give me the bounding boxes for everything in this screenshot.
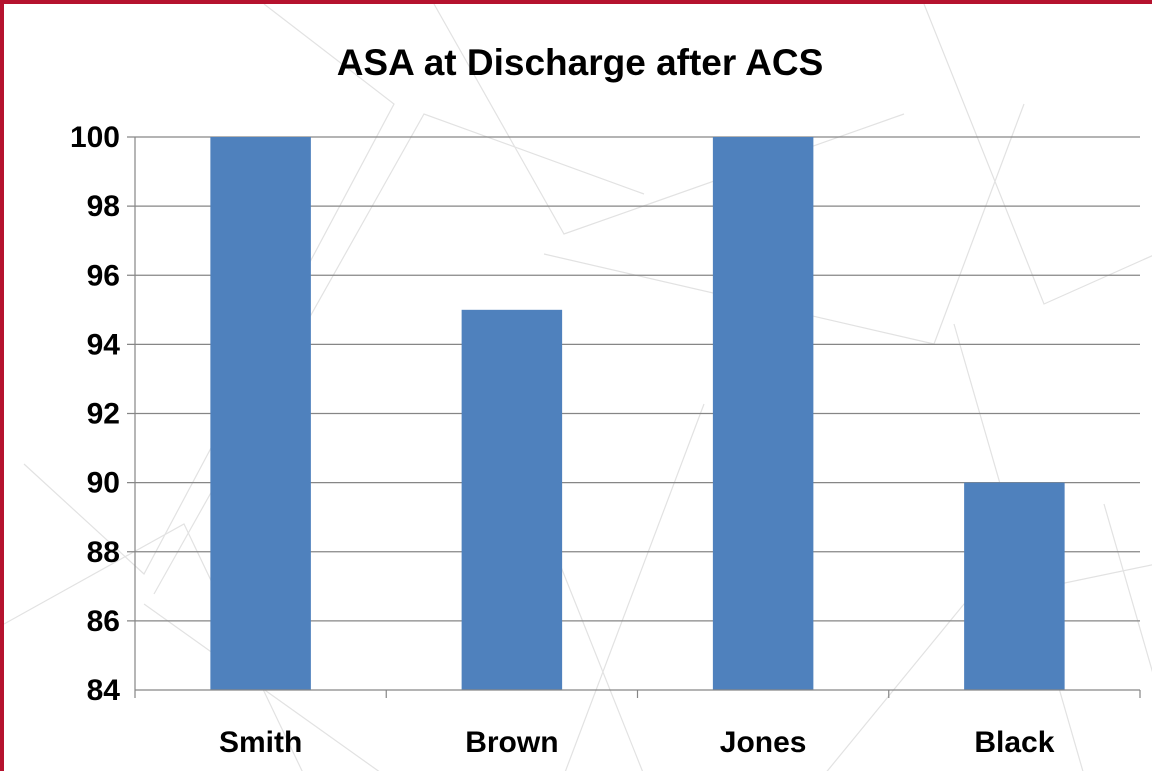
y-tick-label: 92 (87, 398, 120, 431)
bar-jones (712, 137, 814, 690)
x-tick-label: Brown (465, 726, 558, 759)
y-tick-label: 98 (87, 190, 120, 223)
y-tick-label: 84 (87, 674, 121, 707)
y-tick-label: 86 (87, 605, 120, 638)
y-tick-label: 94 (87, 328, 121, 361)
y-tick-label: 90 (87, 467, 120, 500)
y-tick-label: 88 (87, 536, 120, 569)
x-tick-label: Jones (720, 726, 807, 759)
bar-chart: 84 86 88 90 92 94 96 98 100 Smith Brown Jones Black (70, 121, 1141, 759)
x-tick-label: Smith (219, 726, 302, 759)
bar-black (964, 482, 1065, 690)
chart-title: ASA at Discharge after ACS (336, 42, 824, 83)
bar-brown (461, 309, 563, 690)
bar-smith (210, 137, 311, 690)
x-tick-label: Black (974, 726, 1054, 759)
y-tick-label: 100 (70, 121, 120, 154)
y-tick-label: 96 (87, 259, 120, 292)
